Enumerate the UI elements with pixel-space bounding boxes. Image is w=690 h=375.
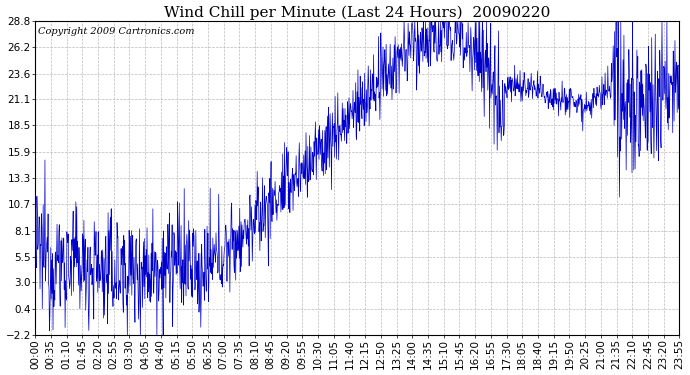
Title: Wind Chill per Minute (Last 24 Hours)  20090220: Wind Chill per Minute (Last 24 Hours) 20… bbox=[164, 6, 551, 20]
Text: Copyright 2009 Cartronics.com: Copyright 2009 Cartronics.com bbox=[39, 27, 195, 36]
